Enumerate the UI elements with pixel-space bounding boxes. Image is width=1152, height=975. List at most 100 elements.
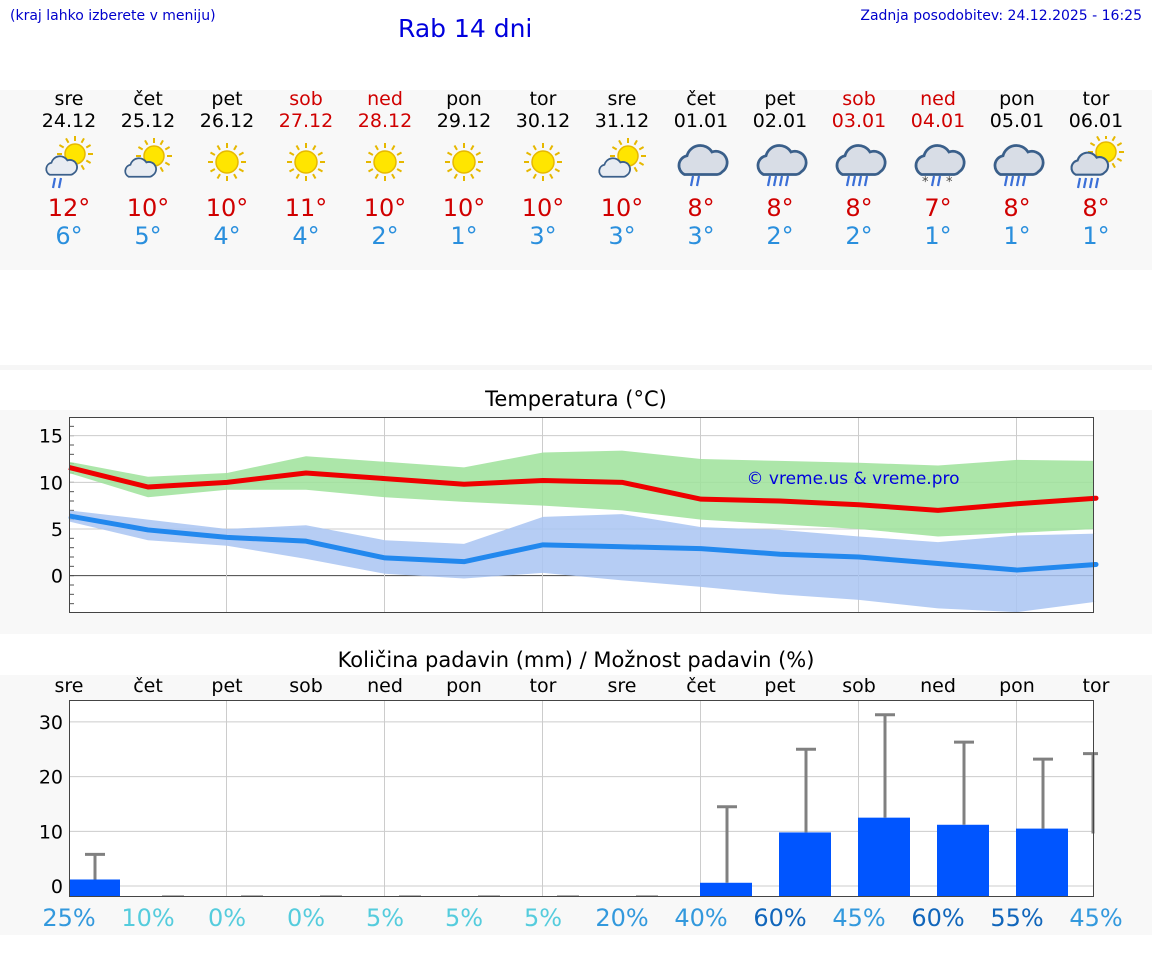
temp-max: 8° bbox=[687, 194, 715, 222]
temp-max: 7° bbox=[924, 194, 952, 222]
day-name: tor bbox=[1082, 88, 1110, 110]
day-name: čet bbox=[133, 88, 163, 110]
sun-icon bbox=[445, 143, 483, 181]
page-title: Rab 14 dni bbox=[398, 14, 533, 43]
plot-frame bbox=[69, 417, 1094, 613]
day-date: 06.01 bbox=[1068, 110, 1124, 132]
category-label: pon bbox=[446, 675, 482, 697]
y-tick-label: 0 bbox=[51, 876, 63, 898]
precip-bar bbox=[700, 882, 752, 897]
day-name: čet bbox=[686, 88, 716, 110]
y-tick-label: 30 bbox=[39, 712, 63, 734]
category-label: tor bbox=[530, 675, 557, 697]
temperature-chart-title: Temperatura (°C) bbox=[485, 387, 667, 411]
category-label: tor bbox=[1083, 675, 1110, 697]
day-name: pet bbox=[764, 88, 796, 110]
temp-max: 10° bbox=[363, 194, 407, 222]
temp-min: 2° bbox=[371, 222, 399, 250]
precip-chart-title: Količina padavin (mm) / Možnost padavin … bbox=[337, 648, 815, 672]
temp-min: 5° bbox=[134, 222, 162, 250]
day-name: sob bbox=[842, 88, 876, 110]
day-name: pon bbox=[446, 88, 482, 110]
y-tick-label: 10 bbox=[39, 472, 63, 494]
forecast-day: tor 30.12 10° 3° bbox=[504, 88, 582, 250]
temp-max: 8° bbox=[1003, 194, 1031, 222]
category-label: pet bbox=[764, 675, 795, 697]
day-name: sob bbox=[289, 88, 323, 110]
precip-bar bbox=[858, 817, 910, 897]
forecast-day: tor 06.01 8° 1° bbox=[1057, 88, 1135, 250]
day-date: 29.12 bbox=[436, 110, 492, 132]
svg-text:*: * bbox=[946, 175, 953, 190]
forecast-day: ned 28.12 10° 2° bbox=[346, 88, 424, 250]
category-label: čet bbox=[686, 675, 716, 697]
precip-probability: 25% bbox=[42, 904, 95, 932]
temperature-chart: 0 5 10 15 © vreme.us & vreme.pro bbox=[39, 417, 1099, 613]
y-tick-label: 10 bbox=[39, 821, 63, 843]
day-date: 04.01 bbox=[910, 110, 966, 132]
precip-probability: 45% bbox=[832, 904, 885, 932]
day-date: 02.01 bbox=[752, 110, 808, 132]
svg-text:*: * bbox=[922, 175, 929, 190]
forecast-day: sre 31.12 10° 3° bbox=[583, 88, 661, 250]
cloud-heavy-rain-icon bbox=[835, 144, 887, 187]
y-tick-label: 5 bbox=[51, 519, 63, 541]
min-temp-range-band bbox=[69, 510, 1096, 613]
sun-cloud-icon bbox=[598, 138, 646, 178]
temp-max: 11° bbox=[284, 194, 328, 222]
divider bbox=[0, 365, 1152, 370]
forecast-day: pon 05.01 8° 1° bbox=[978, 88, 1056, 250]
forecast-day: sob 03.01 8° 2° bbox=[820, 88, 898, 250]
precip-bar bbox=[1016, 828, 1068, 897]
category-label: pet bbox=[211, 675, 242, 697]
temp-min: 4° bbox=[292, 222, 320, 250]
sun-icon bbox=[208, 143, 246, 181]
sun-icon bbox=[524, 143, 562, 181]
day-date: 03.01 bbox=[831, 110, 887, 132]
temp-max: 8° bbox=[1082, 194, 1110, 222]
plot-area bbox=[69, 700, 1094, 897]
day-date: 28.12 bbox=[357, 110, 413, 132]
temp-min: 1° bbox=[924, 222, 952, 250]
day-date: 27.12 bbox=[278, 110, 334, 132]
precip-probability: 5% bbox=[366, 904, 404, 932]
precip-chart: sre čet pet sob ned pon tor sre čet pet sob ned pon t… bbox=[39, 675, 1123, 932]
watermark: © vreme.us & vreme.pro bbox=[746, 469, 959, 489]
sun-icon bbox=[287, 143, 325, 181]
day-name: pon bbox=[999, 88, 1035, 110]
day-name: ned bbox=[367, 88, 403, 110]
temp-max: 10° bbox=[205, 194, 249, 222]
category-label: ned bbox=[920, 675, 956, 697]
precip-probability: 40% bbox=[674, 904, 727, 932]
temp-max: 12° bbox=[47, 194, 91, 222]
y-tick-label: 0 bbox=[51, 566, 63, 588]
category-label: čet bbox=[133, 675, 163, 697]
precip-probability: 55% bbox=[990, 904, 1043, 932]
day-date: 31.12 bbox=[594, 110, 650, 132]
day-date: 05.01 bbox=[989, 110, 1045, 132]
location-menu-hint[interactable]: (kraj lahko izberete v meniju) bbox=[10, 8, 216, 24]
forecast-day: ned 04.01 * * 7° 1° bbox=[899, 88, 977, 250]
forecast-day: pon 29.12 10° 1° bbox=[425, 88, 503, 250]
temp-min: 2° bbox=[845, 222, 873, 250]
temp-min: 3° bbox=[687, 222, 715, 250]
sun-cloud-icon bbox=[124, 138, 172, 178]
y-tick-label: 15 bbox=[39, 426, 63, 448]
day-date: 30.12 bbox=[515, 110, 571, 132]
max-temp-line bbox=[68, 464, 1099, 513]
precip-probability: 5% bbox=[445, 904, 483, 932]
day-name: sre bbox=[54, 88, 84, 110]
precip-probability: 5% bbox=[524, 904, 562, 932]
day-date: 01.01 bbox=[673, 110, 729, 132]
category-label: sre bbox=[55, 675, 84, 697]
precip-probability: 0% bbox=[287, 904, 325, 932]
cloud-sleet-icon: * * bbox=[914, 144, 966, 190]
temp-max: 8° bbox=[845, 194, 873, 222]
forecast-day: pet 26.12 10° 4° bbox=[188, 88, 266, 250]
temp-min: 2° bbox=[766, 222, 794, 250]
plot-frame bbox=[69, 700, 1094, 897]
sun-icon bbox=[366, 143, 404, 181]
temp-max: 10° bbox=[442, 194, 486, 222]
day-name: sre bbox=[607, 88, 637, 110]
forecast-strip-background bbox=[0, 90, 1152, 270]
